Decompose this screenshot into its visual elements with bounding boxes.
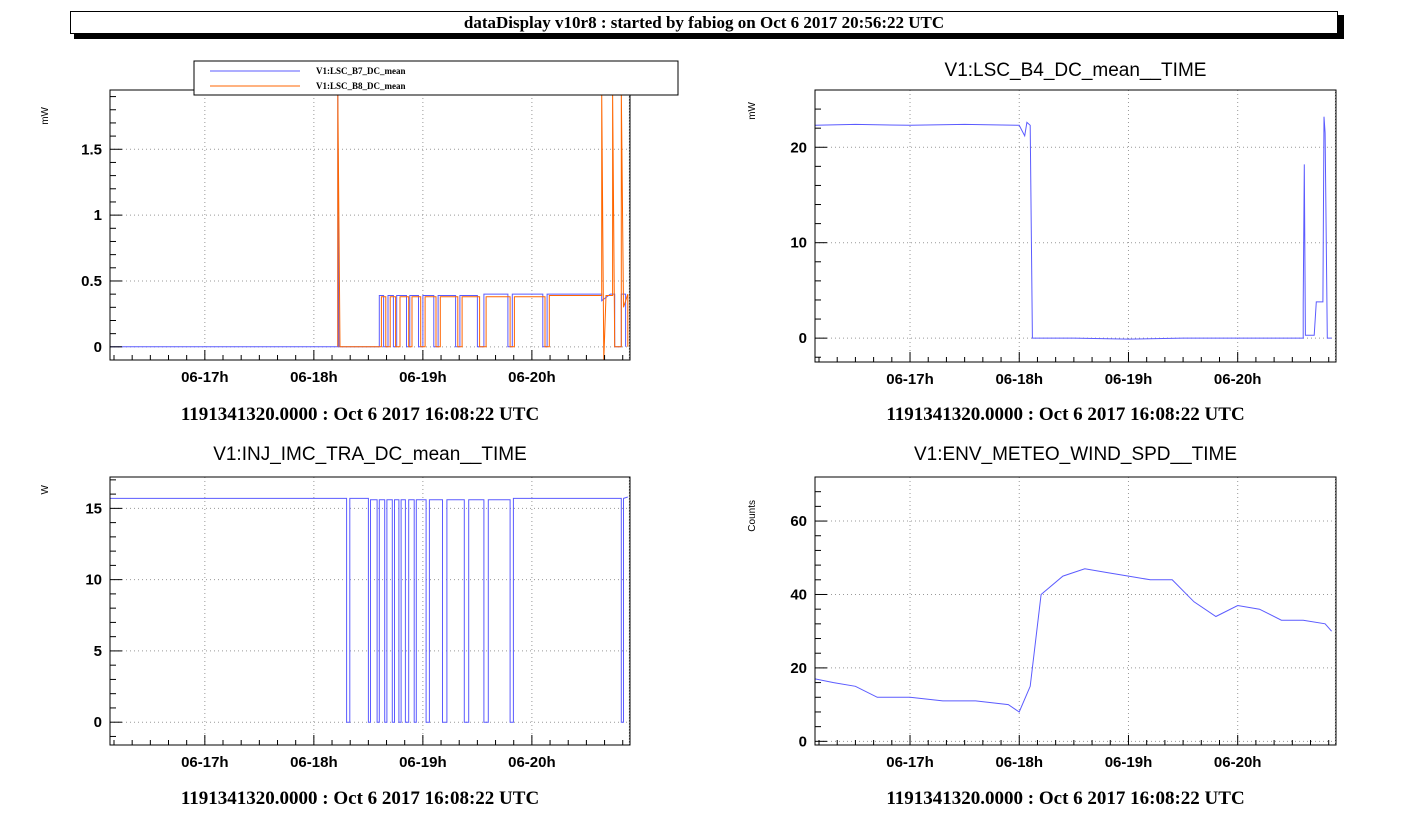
grid-lines [815, 477, 1336, 745]
x-tick-label: 06-17h [886, 754, 934, 771]
y-axis-unit: mW [747, 101, 758, 119]
y-tick-label: 40 [790, 586, 807, 603]
no-data-hatch [1334, 90, 1336, 362]
x-tick-label: 06-20h [508, 369, 556, 386]
header-banner: dataDisplay v10r8 : started by fabiog on… [70, 11, 1338, 34]
legend: V1:LSC_B7_DC_mean V1:LSC_B8_DC_mean [193, 60, 679, 96]
series-line-1 [110, 496, 628, 723]
x-tick-label: 06-18h [290, 754, 338, 771]
x-tick-label: 06-17h [181, 369, 229, 386]
x-tick-label: 06-18h [995, 371, 1043, 388]
y-axis-unit: W [40, 484, 51, 494]
x-tick-label: 06-17h [181, 754, 229, 771]
x-tick-label: 06-19h [399, 369, 447, 386]
y-tick-label: 20 [790, 139, 807, 156]
y-tick-label: 20 [790, 660, 807, 677]
chart-panel-3: 0 5 10 15 06-17h 06-18h 06-19h 06-20h W V1:INJ_IM… [40, 444, 631, 809]
no-data-hatch [1334, 477, 1336, 745]
series-line-1 [815, 568, 1332, 713]
chart-panel-2: 0 10 20 06-17h 06-18h 06-19h 06-20h mW V1:LSC_B4… [747, 60, 1337, 425]
grid-lines [110, 90, 630, 360]
plot-frame [814, 89, 1337, 363]
plot-frame [814, 476, 1337, 746]
x-tick-label: 06-20h [508, 754, 556, 771]
series-line-2 [337, 90, 629, 360]
x-tick-label: 06-18h [290, 369, 338, 386]
y-tick-label: 0 [799, 330, 807, 347]
x-tick-label: 06-19h [1105, 754, 1153, 771]
x-tick-label: 06-20h [1214, 754, 1262, 771]
legend-label: V1:LSC_B8_DC_mean [316, 81, 406, 91]
time-origin-label: 1191341320.0000 : Oct 6 2017 16:08:22 UT… [886, 404, 1244, 425]
x-tick-label: 06-19h [1105, 371, 1153, 388]
y-tick-label: 0 [94, 714, 102, 731]
y-tick-label: 1 [94, 207, 102, 224]
header-title: dataDisplay v10r8 : started by fabiog on… [463, 12, 945, 32]
series-line-1 [815, 116, 1332, 340]
series-line-1 [110, 90, 627, 348]
plot-title: V1:ENV_METEO_WIND_SPD__TIME [914, 444, 1237, 465]
y-tick-label: 10 [790, 235, 807, 252]
y-tick-label: 0.5 [81, 273, 102, 290]
y-axis-unit: Counts [747, 500, 758, 532]
x-tick-label: 06-19h [399, 754, 447, 771]
time-origin-label: 1191341320.0000 : Oct 6 2017 16:08:22 UT… [181, 788, 539, 809]
y-tick-label: 15 [85, 500, 102, 517]
x-tick-label: 06-17h [886, 371, 934, 388]
x-tick-label: 06-18h [995, 754, 1043, 771]
no-data-hatch [628, 90, 630, 360]
grid-lines [815, 90, 1336, 362]
time-origin-label: 1191341320.0000 : Oct 6 2017 16:08:22 UT… [886, 788, 1244, 809]
chart-panel-4: 0 20 40 60 06-17h 06-18h 06-19h 06-20h Counts V1:… [747, 444, 1337, 809]
plot-frame [109, 89, 631, 361]
plot-title: V1:LSC_B4_DC_mean__TIME [945, 60, 1207, 81]
time-origin-label: 1191341320.0000 : Oct 6 2017 16:08:22 UT… [181, 404, 539, 425]
y-tick-label: 10 [85, 572, 102, 589]
y-tick-label: 0 [799, 733, 807, 750]
y-tick-label: 1.5 [81, 141, 102, 158]
y-tick-label: 60 [790, 513, 807, 530]
plot-frame [109, 476, 631, 746]
y-tick-label: 0 [94, 339, 102, 356]
legend-box [193, 60, 679, 96]
y-tick-label: 5 [94, 643, 102, 660]
y-axis-unit: mW [40, 106, 51, 124]
legend-label: V1:LSC_B7_DC_mean [316, 66, 406, 76]
plot-title: V1:INJ_IMC_TRA_DC_mean__TIME [213, 444, 527, 465]
x-tick-label: 06-20h [1214, 371, 1262, 388]
no-data-hatch [628, 477, 630, 745]
chart-panel-1: 0 0.5 1 1.5 06-17h 06-18h 06-19h 06-20h mW 119134… [40, 60, 679, 425]
